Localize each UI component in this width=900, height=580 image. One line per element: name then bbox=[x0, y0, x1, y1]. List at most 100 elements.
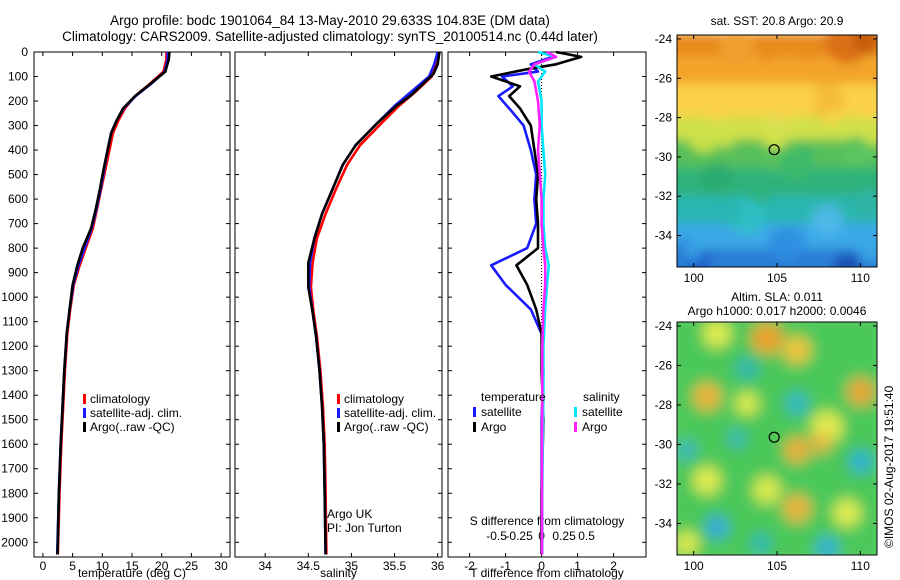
sst-speckle bbox=[857, 237, 877, 263]
legend-swatch-sal-1 bbox=[574, 407, 577, 417]
depth-tick-label: 1800 bbox=[1, 486, 28, 500]
map-panels: 100 105 110 -24 -26 -28 -30 -32 -34 sat. SST: 20.… bbox=[655, 14, 878, 573]
depth-tick-label: 1700 bbox=[1, 462, 28, 476]
x-tick-label: 15 bbox=[125, 559, 139, 573]
profile-panels: 0100200300400500600700800900100011001200… bbox=[1, 45, 647, 580]
depth-tick-label: 600 bbox=[8, 192, 28, 206]
sla-map-title-line1: Altim. SLA: 0.011 bbox=[731, 290, 823, 304]
depth-tick-label: 1300 bbox=[1, 364, 28, 378]
sla-patch-10 bbox=[784, 437, 810, 464]
depth-tick-label: 900 bbox=[8, 266, 28, 280]
legend-label-2: satellite-adj. clim. bbox=[344, 406, 436, 420]
sst-patch-14 bbox=[769, 225, 805, 262]
sla-patch-13 bbox=[693, 466, 721, 495]
legend-swatch-1 bbox=[83, 394, 86, 404]
x-tick-label: 34 bbox=[259, 559, 273, 573]
sst-speckle bbox=[746, 88, 772, 114]
s-tick-label: 0.25 bbox=[552, 529, 576, 543]
sla-patch-21 bbox=[677, 531, 699, 555]
x-tick-label: 5 bbox=[69, 559, 76, 573]
sst-patch-2 bbox=[853, 35, 877, 54]
depth-tick-label: 2000 bbox=[1, 535, 28, 549]
map-y-tick-label: -30 bbox=[655, 150, 673, 164]
map-y-tick-label: -30 bbox=[655, 437, 673, 451]
series-line-3 bbox=[306, 51, 441, 555]
sla-field-blur bbox=[677, 322, 877, 555]
sst-patch-16 bbox=[833, 253, 861, 267]
depth-tick-label: 1900 bbox=[1, 511, 28, 525]
x-tick-label: 34.5 bbox=[297, 559, 321, 573]
sla-patch-2 bbox=[783, 335, 811, 364]
sst-patch-12 bbox=[811, 204, 843, 237]
legend-swatch-temp-2 bbox=[473, 422, 476, 432]
figure-title-line2: Climatology: CARS2009. Satellite-adjuste… bbox=[62, 29, 598, 44]
map-x-tick-label: 105 bbox=[767, 271, 787, 285]
depth-tick-label: 700 bbox=[8, 217, 28, 231]
map-x-tick-label: 110 bbox=[851, 559, 870, 573]
sla-patch-11 bbox=[811, 433, 831, 454]
sla-patch-12 bbox=[849, 449, 873, 474]
legend-label-1: climatology bbox=[344, 392, 404, 406]
x-tick-label: 25 bbox=[185, 559, 199, 573]
sst-patch-5 bbox=[809, 81, 845, 118]
sla-patch-20 bbox=[815, 536, 839, 555]
legend-title-salinity: salinity bbox=[583, 390, 620, 404]
sst-speckle bbox=[748, 181, 771, 205]
map-y-tick-label: -26 bbox=[655, 358, 673, 372]
x-tick-label: 20 bbox=[155, 559, 169, 573]
sst-map-panel: 100 105 110 -24 -26 -28 -30 -32 -34 sat. SST: 20.… bbox=[655, 14, 878, 285]
sst-patch-3 bbox=[719, 35, 755, 65]
x-tick-label: 2 bbox=[610, 559, 617, 573]
legend-label-2: satellite-adj. clim. bbox=[90, 406, 182, 420]
x-tick-label: -2 bbox=[464, 559, 475, 573]
map-x-tick-label: 100 bbox=[684, 559, 704, 573]
sla-patch-14 bbox=[677, 440, 697, 461]
legend-swatch-3 bbox=[337, 422, 340, 432]
legend-label-1: climatology bbox=[90, 392, 150, 406]
sst-speckle bbox=[704, 121, 726, 143]
sla-map-title-line2: Argo h1000: 0.017 h2000: 0.0046 bbox=[688, 304, 867, 318]
panel-frame bbox=[234, 51, 443, 558]
sst-speckle bbox=[845, 136, 862, 153]
sst-speckle bbox=[759, 128, 776, 146]
depth-tick-label: 800 bbox=[8, 241, 28, 255]
depth-tick-label: 1600 bbox=[1, 437, 28, 451]
sla-patch-22 bbox=[727, 428, 747, 449]
sst-speckle bbox=[785, 116, 810, 141]
x-tick-label: -1 bbox=[500, 559, 511, 573]
map-y-tick-label: -24 bbox=[655, 319, 673, 333]
sst-speckle bbox=[760, 49, 774, 63]
sst-field-blur bbox=[677, 35, 877, 267]
x-tick-label: 10 bbox=[96, 559, 110, 573]
s-axis-label: S difference from climatology bbox=[470, 514, 625, 528]
depth-tick-label: 0 bbox=[21, 45, 28, 59]
sst-map-title: sat. SST: 20.8 Argo: 20.9 bbox=[711, 14, 844, 28]
sla-patch-18 bbox=[705, 515, 729, 540]
x-axis-label: temperature (deg C) bbox=[78, 566, 186, 580]
sst-speckle bbox=[822, 107, 841, 126]
profile-panel-1: 0100200300400500600700800900100011001200… bbox=[1, 45, 231, 580]
legend-swatch-2 bbox=[83, 408, 86, 418]
map-y-tick-label: -32 bbox=[655, 189, 673, 203]
depth-tick-label: 500 bbox=[8, 168, 28, 182]
sst-speckle bbox=[866, 130, 877, 147]
sst-speckle bbox=[799, 58, 816, 75]
series-line-3 bbox=[56, 51, 171, 555]
x-tick-label: 0 bbox=[538, 559, 545, 573]
sst-speckle bbox=[685, 241, 701, 258]
sst-speckle bbox=[718, 199, 744, 226]
imos-credit: ©IMOS 02-Aug-2017 19:51:40 bbox=[882, 385, 896, 548]
sla-patch-4 bbox=[735, 356, 759, 381]
legend-swatch-3 bbox=[83, 422, 86, 432]
map-x-tick-label: 110 bbox=[851, 271, 870, 285]
legend-label-temp-2: Argo bbox=[481, 420, 507, 434]
figure-title-line1: Argo profile: bodc 1901064_84 13-May-201… bbox=[110, 13, 550, 28]
depth-tick-label: 1100 bbox=[2, 315, 28, 329]
sst-field bbox=[677, 35, 877, 267]
depth-tick-label: 400 bbox=[8, 143, 28, 157]
map-y-tick-label: -32 bbox=[655, 477, 673, 491]
profile-panel-3: -2 -1 0 1 2-0.5-0.25 0 0.25 0.5S difference fro… bbox=[447, 50, 647, 580]
depth-tick-label: 1200 bbox=[1, 339, 28, 353]
map-y-tick-label: -24 bbox=[655, 32, 673, 46]
